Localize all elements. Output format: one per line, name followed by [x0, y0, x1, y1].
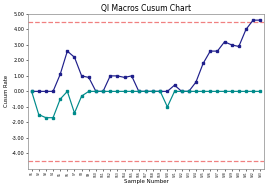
X-axis label: Sample Number: Sample Number [124, 179, 168, 184]
Title: QI Macros Cusum Chart: QI Macros Cusum Chart [101, 4, 191, 13]
Y-axis label: Cusum Rate: Cusum Rate [4, 75, 9, 107]
